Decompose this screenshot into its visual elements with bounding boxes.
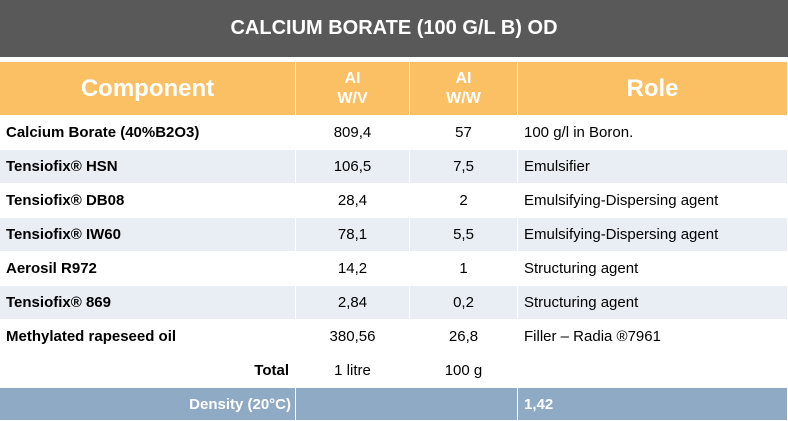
table-cell: Structuring agent [518, 252, 788, 286]
header-cell: Component [0, 62, 296, 116]
header-line: W/V [337, 89, 368, 107]
table-cell: Emulsifying-Dispersing agent [518, 218, 788, 252]
table-title: CALCIUM BORATE (100 G/L B) OD [0, 0, 788, 57]
table-cell: 26,8 [410, 320, 518, 354]
table-cell: Emulsifier [518, 150, 788, 184]
header-line: AI [455, 69, 472, 87]
table-cell: 106,5 [296, 150, 410, 184]
table: Component AI W/V AI W/W Role Calcium Borate (4… [0, 62, 788, 421]
table-cell: Tensiofix® IW60 [0, 218, 296, 252]
table-cell: 2,84 [296, 286, 410, 320]
total-cell: 100 g [410, 354, 518, 388]
table-cell: 1 [410, 252, 518, 286]
header-cell: AI W/V [296, 62, 410, 116]
header-cell: Role [518, 62, 788, 116]
density-value: 1,42 [518, 388, 788, 421]
header-cell: AI W/W [410, 62, 518, 116]
table-cell: 380,56 [296, 320, 410, 354]
total-empty [518, 354, 788, 388]
total-cell: 1 litre [296, 354, 410, 388]
table-cell: 2 [410, 184, 518, 218]
table-cell: 0,2 [410, 286, 518, 320]
table-cell: Calcium Borate (40%B2O3) [0, 116, 296, 150]
table-cell: Filler – Radia ®7961 [518, 320, 788, 354]
table-cell: 78,1 [296, 218, 410, 252]
table-cell: Methylated rapeseed oil [0, 320, 296, 354]
table-cell: Tensiofix® HSN [0, 150, 296, 184]
total-label: Total [0, 354, 296, 388]
table-cell: 7,5 [410, 150, 518, 184]
table-cell: Tensiofix® DB08 [0, 184, 296, 218]
table-cell: Structuring agent [518, 286, 788, 320]
density-label: Density (20°C) [0, 388, 296, 421]
table-cell: 5,5 [410, 218, 518, 252]
table-cell: 28,4 [296, 184, 410, 218]
table-cell: Emulsifying-Dispersing agent [518, 184, 788, 218]
table-cell: 809,4 [296, 116, 410, 150]
table-cell: 100 g/l in Boron. [518, 116, 788, 150]
table-cell: Tensiofix® 869 [0, 286, 296, 320]
density-spacer [296, 388, 518, 421]
table-cell: 14,2 [296, 252, 410, 286]
header-line: W/W [446, 89, 481, 107]
header-line: AI [344, 69, 361, 87]
table-cell: Aerosil R972 [0, 252, 296, 286]
table-cell: 57 [410, 116, 518, 150]
